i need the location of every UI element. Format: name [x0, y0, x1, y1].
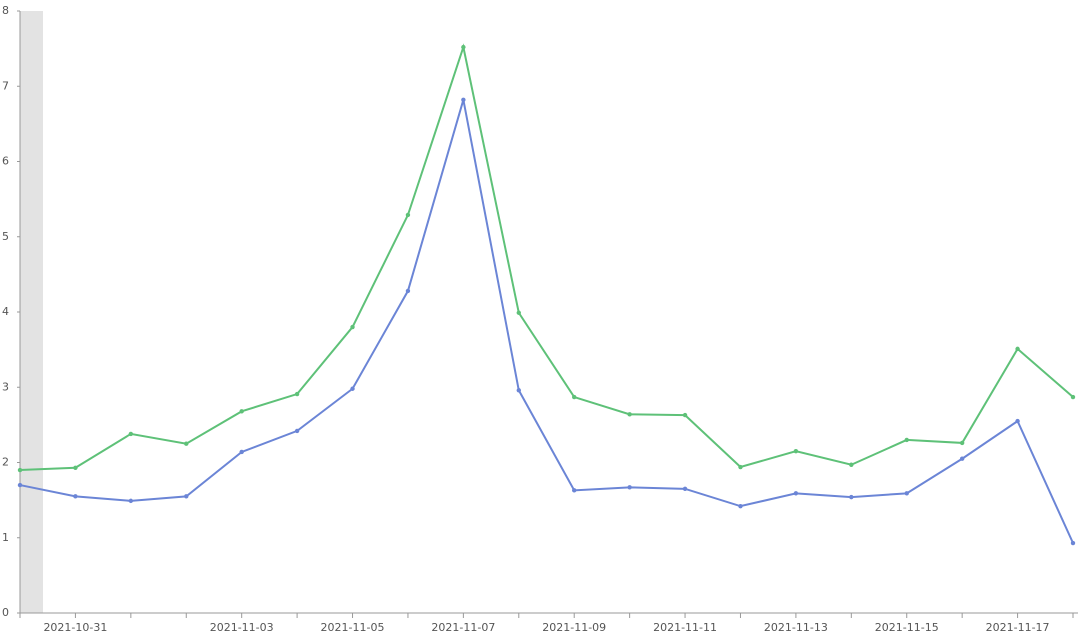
x-tick-label: 2021-11-11 [653, 621, 717, 634]
point [959, 456, 965, 461]
point [239, 449, 244, 455]
y-tick-label: 4 [2, 305, 9, 318]
y-tick-label: 0 [2, 606, 9, 619]
point [904, 491, 909, 496]
x-tick-label: 2021-11-15 [875, 621, 939, 634]
y-tick-label: 8 [2, 4, 9, 17]
point [128, 431, 134, 437]
point [849, 462, 854, 467]
y-tick-label: 5 [2, 230, 9, 243]
point [1015, 346, 1020, 352]
point [294, 391, 300, 397]
x-tick-label: 2021-11-03 [210, 621, 274, 634]
point [405, 288, 411, 294]
x-tick-label: 2021-11-17 [986, 621, 1050, 634]
point [461, 97, 466, 102]
point [516, 310, 521, 315]
point [516, 388, 521, 393]
point [1070, 394, 1076, 400]
point [405, 212, 411, 218]
point [738, 464, 743, 470]
point [73, 494, 78, 499]
x-tick-label: 2021-11-13 [764, 621, 828, 634]
point [627, 412, 632, 417]
point [73, 465, 78, 470]
point [738, 503, 743, 509]
point [17, 482, 23, 488]
y-tick-label: 7 [2, 79, 9, 92]
highlight-band [20, 11, 43, 613]
point [17, 467, 23, 473]
point [682, 412, 688, 418]
point [350, 386, 355, 391]
point [1015, 418, 1020, 424]
point [461, 44, 466, 50]
y-tick-label: 3 [2, 380, 9, 393]
x-tick-label: 2021-11-07 [431, 621, 495, 634]
point [627, 485, 632, 490]
y-tick-label: 6 [2, 155, 9, 168]
point [350, 324, 355, 330]
point [1070, 540, 1076, 546]
point [184, 441, 189, 446]
point [184, 494, 189, 499]
point [572, 488, 577, 493]
x-tick-label: 2021-11-09 [542, 621, 606, 634]
point [128, 498, 134, 504]
point [959, 440, 965, 446]
point [904, 437, 909, 443]
point [239, 409, 244, 414]
y-tick-label: 1 [2, 531, 9, 544]
point [793, 491, 799, 496]
point [572, 394, 577, 400]
point [682, 486, 688, 492]
line [19, 99, 1074, 544]
line [19, 43, 1074, 472]
point [294, 428, 300, 434]
x-tick-label: 2021-10-31 [43, 621, 107, 634]
x-tick-label: 2021-11-05 [321, 621, 385, 634]
point [793, 449, 799, 454]
point [849, 494, 854, 500]
y-tick-label: 2 [2, 456, 9, 469]
